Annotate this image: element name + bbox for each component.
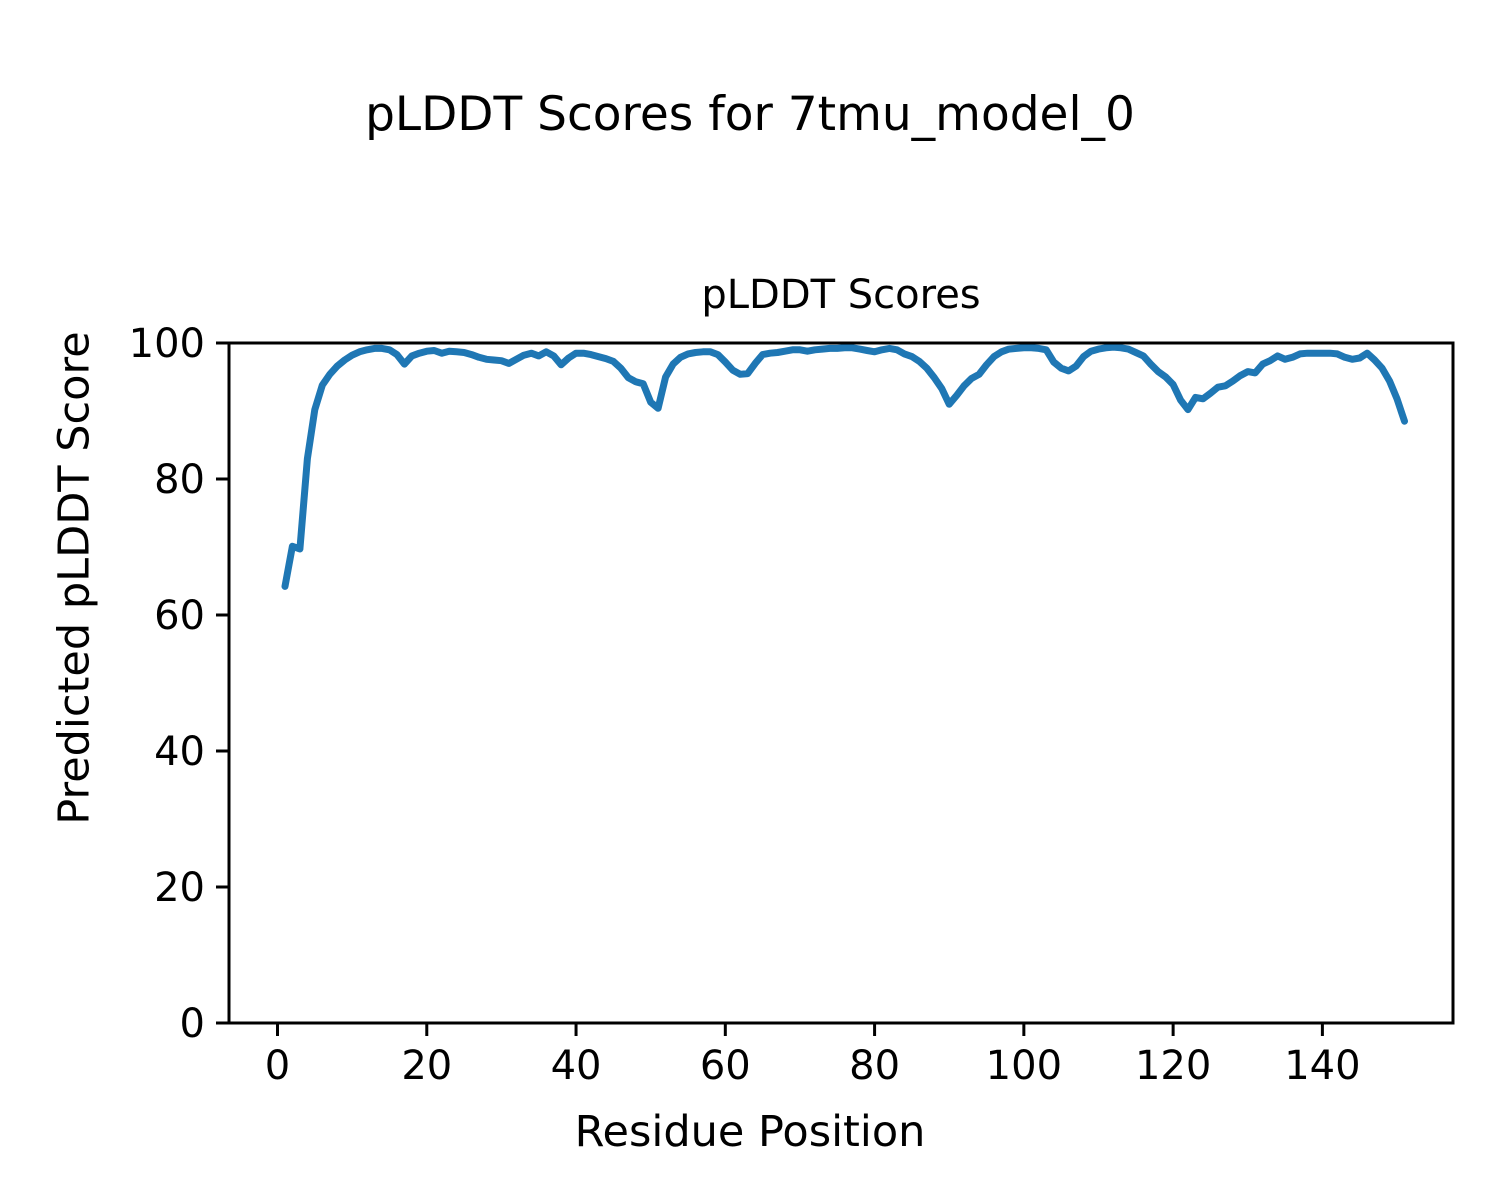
plddt-line bbox=[281, 343, 1408, 590]
y-tick-label: 0 bbox=[180, 1001, 205, 1047]
y-tick-label: 100 bbox=[129, 321, 205, 367]
x-tick-label: 20 bbox=[401, 1043, 452, 1089]
x-tick-label: 100 bbox=[986, 1043, 1062, 1089]
x-tick-label: 0 bbox=[265, 1043, 290, 1089]
x-tick-label: 80 bbox=[849, 1043, 900, 1089]
y-tick-label: 60 bbox=[154, 593, 205, 639]
x-axis-label: Residue Position bbox=[574, 1107, 926, 1157]
x-tick-label: 40 bbox=[551, 1043, 602, 1089]
y-axis-label: Predicted pLDDT Score bbox=[49, 331, 100, 825]
y-tick-label: 80 bbox=[154, 457, 205, 503]
y-tick-label: 20 bbox=[154, 865, 205, 911]
axes-frame bbox=[227, 341, 1455, 1025]
x-tick-label: 60 bbox=[700, 1043, 751, 1089]
x-tick-label: 140 bbox=[1284, 1043, 1360, 1089]
y-tick-label: 40 bbox=[154, 729, 205, 775]
axes-title: pLDDT Scores bbox=[701, 272, 981, 318]
x-tick-label: 120 bbox=[1135, 1043, 1211, 1089]
figure-suptitle: pLDDT Scores for 7tmu_model_0 bbox=[365, 87, 1135, 142]
